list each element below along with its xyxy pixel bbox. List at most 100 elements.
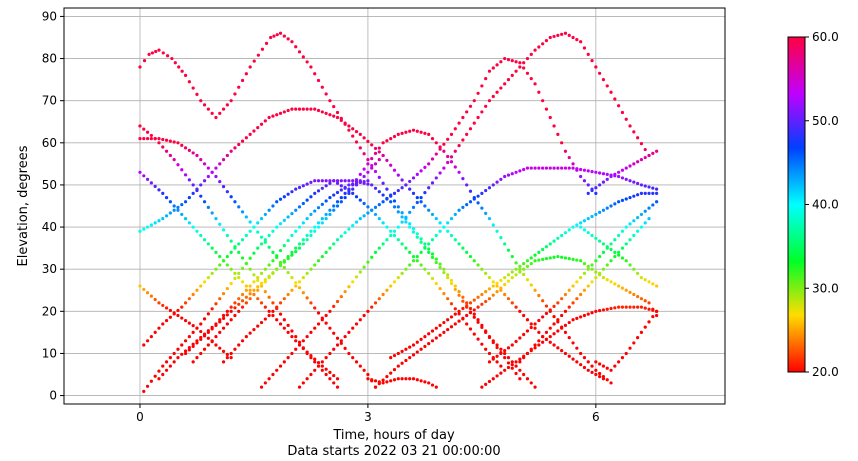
data-point	[210, 246, 214, 250]
data-point	[620, 356, 625, 360]
data-point	[404, 358, 408, 363]
data-point	[370, 163, 374, 168]
data-point	[613, 202, 617, 206]
data-point	[522, 372, 526, 377]
data-point	[579, 363, 583, 367]
data-point	[499, 235, 503, 240]
data-point	[465, 183, 469, 187]
data-point	[522, 167, 526, 172]
data-point	[153, 330, 157, 334]
data-point	[214, 217, 218, 221]
data-point	[149, 223, 153, 227]
data-point	[472, 259, 476, 263]
data-point	[522, 272, 526, 277]
data-point	[218, 263, 222, 267]
data-point	[233, 271, 237, 276]
data-point	[221, 326, 226, 330]
data-point	[347, 330, 351, 334]
data-point	[206, 343, 210, 347]
data-point	[449, 302, 454, 306]
data-point	[594, 65, 598, 69]
data-point	[161, 137, 165, 142]
data-point	[529, 76, 533, 81]
data-point	[533, 346, 537, 350]
data-point	[278, 301, 283, 305]
data-point	[305, 217, 309, 221]
data-point	[256, 246, 260, 250]
data-point	[613, 172, 617, 177]
data-point	[457, 208, 461, 212]
data-point	[271, 114, 275, 118]
data-point	[556, 33, 560, 37]
data-point	[480, 110, 484, 114]
data-point	[172, 158, 176, 162]
data-point	[605, 366, 609, 370]
data-point	[328, 309, 332, 313]
data-point	[237, 271, 241, 276]
data-point	[472, 121, 476, 125]
data-point	[237, 250, 241, 254]
data-point	[294, 187, 298, 191]
data-point	[191, 344, 195, 349]
data-point	[628, 164, 632, 168]
data-point	[187, 221, 191, 225]
data-point	[297, 280, 302, 284]
data-point	[465, 313, 469, 318]
data-point	[332, 304, 336, 309]
data-point	[571, 318, 575, 322]
data-point	[427, 342, 431, 346]
data-point	[560, 166, 564, 170]
data-point	[164, 149, 169, 153]
data-point	[598, 210, 602, 214]
data-point	[259, 281, 264, 285]
data-point	[244, 261, 248, 265]
data-point	[248, 132, 252, 136]
data-point	[411, 343, 416, 347]
data-point	[415, 378, 419, 382]
data-point	[567, 166, 571, 170]
data-point	[294, 347, 298, 351]
data-point	[537, 330, 541, 334]
data-point	[579, 167, 583, 172]
data-point	[339, 339, 343, 343]
data-point	[510, 254, 514, 259]
data-point	[347, 128, 351, 132]
data-point	[541, 334, 545, 339]
data-point	[601, 276, 606, 280]
data-point	[651, 203, 655, 207]
data-point	[438, 323, 442, 327]
data-point	[385, 187, 389, 191]
data-point	[468, 104, 473, 108]
data-point	[613, 254, 617, 259]
data-point	[461, 299, 465, 303]
data-point	[229, 318, 233, 322]
data-point	[278, 322, 283, 326]
data-point	[176, 141, 180, 145]
data-point	[537, 166, 541, 170]
data-point	[149, 379, 153, 383]
data-point	[476, 318, 480, 322]
data-point	[620, 246, 625, 250]
data-point	[617, 360, 621, 364]
data-point	[579, 221, 583, 225]
data-point	[389, 284, 393, 288]
data-point	[275, 33, 279, 37]
data-point	[651, 308, 655, 312]
data-point	[503, 56, 507, 61]
data-point	[324, 217, 328, 221]
data-point	[594, 212, 598, 217]
data-point	[187, 195, 191, 200]
data-point	[294, 284, 298, 288]
data-point	[533, 343, 537, 347]
data-point	[396, 364, 400, 368]
data-point	[161, 322, 165, 326]
data-point	[286, 356, 290, 360]
data-point	[214, 334, 218, 339]
data-point	[503, 283, 507, 287]
data-point	[157, 377, 161, 381]
data-point	[438, 229, 442, 233]
data-point	[579, 225, 583, 229]
data-point	[252, 327, 256, 332]
data-point	[335, 336, 340, 340]
data-point	[259, 242, 264, 246]
